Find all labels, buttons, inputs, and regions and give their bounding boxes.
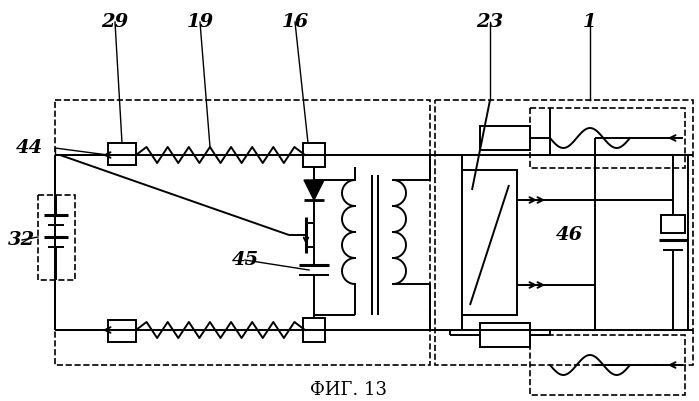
Bar bbox=[55, 100, 430, 365]
Bar bbox=[530, 108, 685, 168]
Bar bbox=[480, 126, 530, 150]
Polygon shape bbox=[304, 180, 324, 200]
Text: 19: 19 bbox=[187, 13, 214, 31]
Text: 45: 45 bbox=[231, 251, 259, 269]
Text: ФИГ. 13: ФИГ. 13 bbox=[310, 381, 387, 399]
Bar bbox=[661, 215, 685, 233]
Text: 46: 46 bbox=[556, 226, 584, 244]
Text: 29: 29 bbox=[101, 13, 129, 31]
Bar bbox=[480, 323, 530, 347]
Text: 1: 1 bbox=[583, 13, 597, 31]
Text: 32: 32 bbox=[8, 231, 36, 249]
Bar bbox=[108, 143, 136, 165]
Bar bbox=[435, 100, 693, 365]
Bar bbox=[108, 320, 136, 342]
Bar bbox=[462, 170, 517, 315]
Bar bbox=[530, 335, 685, 395]
Text: 16: 16 bbox=[282, 13, 309, 31]
Bar bbox=[38, 195, 75, 280]
Text: 44: 44 bbox=[16, 139, 43, 157]
Bar bbox=[303, 143, 325, 167]
Text: 23: 23 bbox=[477, 13, 503, 31]
Bar bbox=[303, 318, 325, 342]
